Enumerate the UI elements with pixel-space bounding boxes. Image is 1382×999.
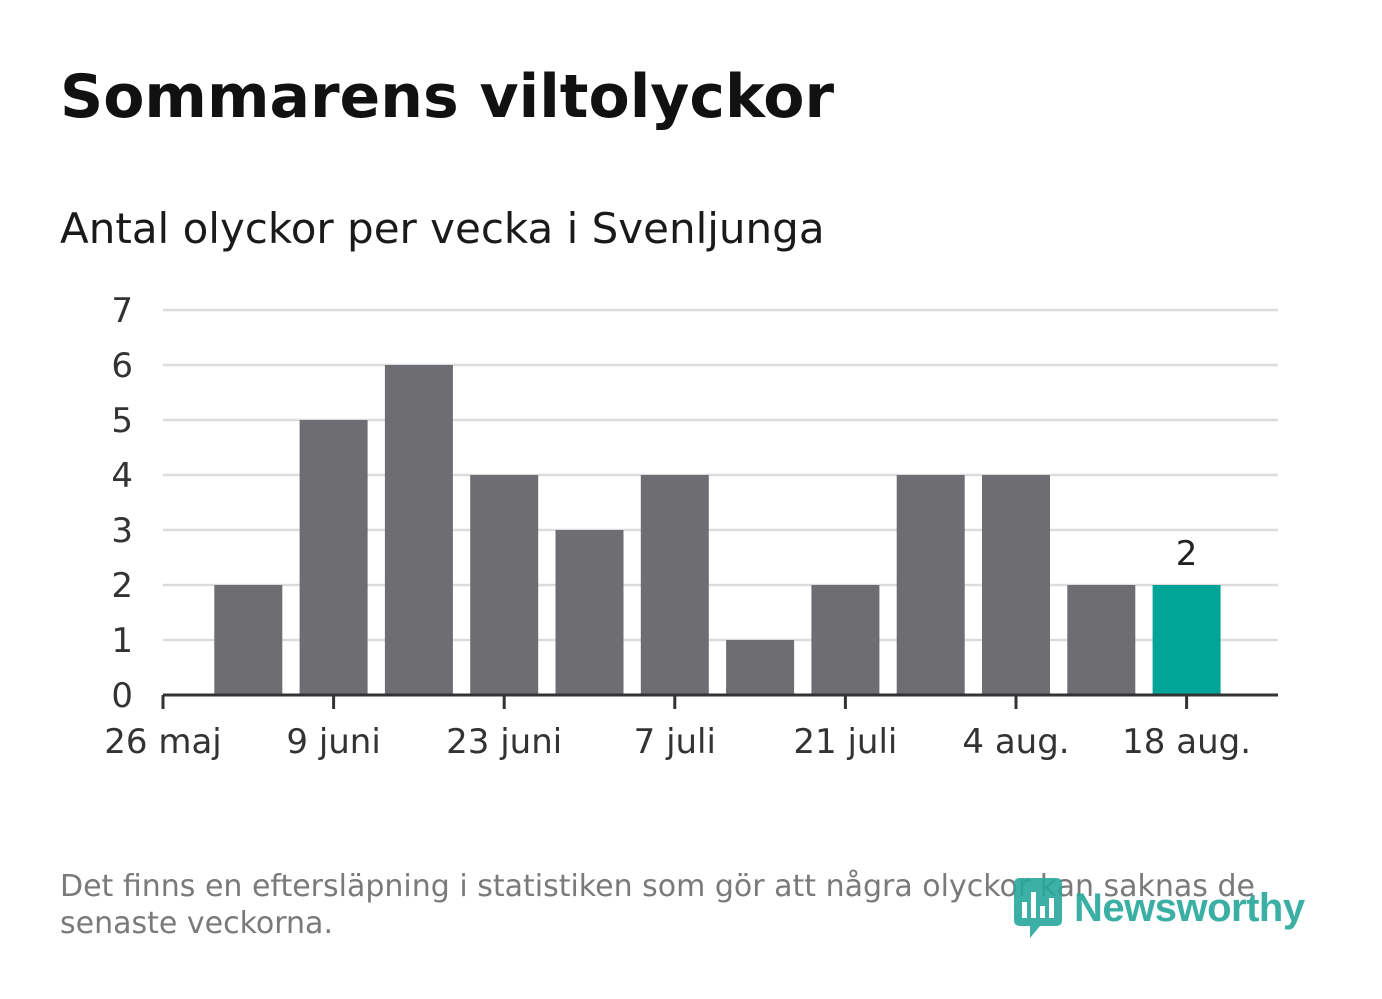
y-tick-label: 3 [111,511,133,551]
bars [214,365,1221,695]
newsworthy-logo: Newsworthy [1010,876,1305,940]
bar [555,530,624,695]
y-tick-label: 4 [111,456,133,496]
y-tick-label: 1 [111,621,133,661]
y-tick-label: 2 [111,566,133,606]
x-tick-label: 7 juli [634,722,716,762]
y-tick-label: 5 [111,401,133,441]
x-tick-label: 23 juni [446,722,562,762]
bar [384,365,453,695]
bar [640,475,709,695]
x-axis: 26 maj 9 juni 23 juni 7 juli 21 juli 4 aug. 18… [104,693,1278,762]
bar [1067,585,1136,695]
logo-text: Newsworthy [1074,885,1305,930]
chart-title: Sommarens viltolyckor [60,62,835,132]
y-tick-label: 0 [111,676,133,716]
bar [811,585,880,695]
y-tick-label: 7 [111,291,133,331]
bar [982,475,1050,695]
x-tick-label: 9 juni [286,722,380,762]
x-tick-label: 21 juli [793,722,897,762]
bar-highlight [1152,585,1221,695]
bar [896,475,965,695]
data-label: 2 [1176,534,1198,574]
bar-chart: 0 1 2 3 4 5 6 7 26 maj 9 juni 23 juni 7 juli 21 jul… [104,291,1278,762]
x-tick-label: 26 maj [104,722,221,762]
x-tick-label: 4 aug. [962,722,1069,762]
bar [726,640,795,695]
y-tick-label: 6 [111,346,133,386]
bar [299,420,368,695]
y-axis-ticks: 0 1 2 3 4 5 6 7 [111,291,133,716]
newsworthy-logo-icon [1014,878,1062,938]
x-tick-label: 18 aug. [1122,722,1251,762]
chart-subtitle: Antal olyckor per vecka i Svenljunga [60,204,825,253]
data-labels: 2 [1176,534,1198,574]
bar [470,475,539,695]
bar [214,585,283,695]
